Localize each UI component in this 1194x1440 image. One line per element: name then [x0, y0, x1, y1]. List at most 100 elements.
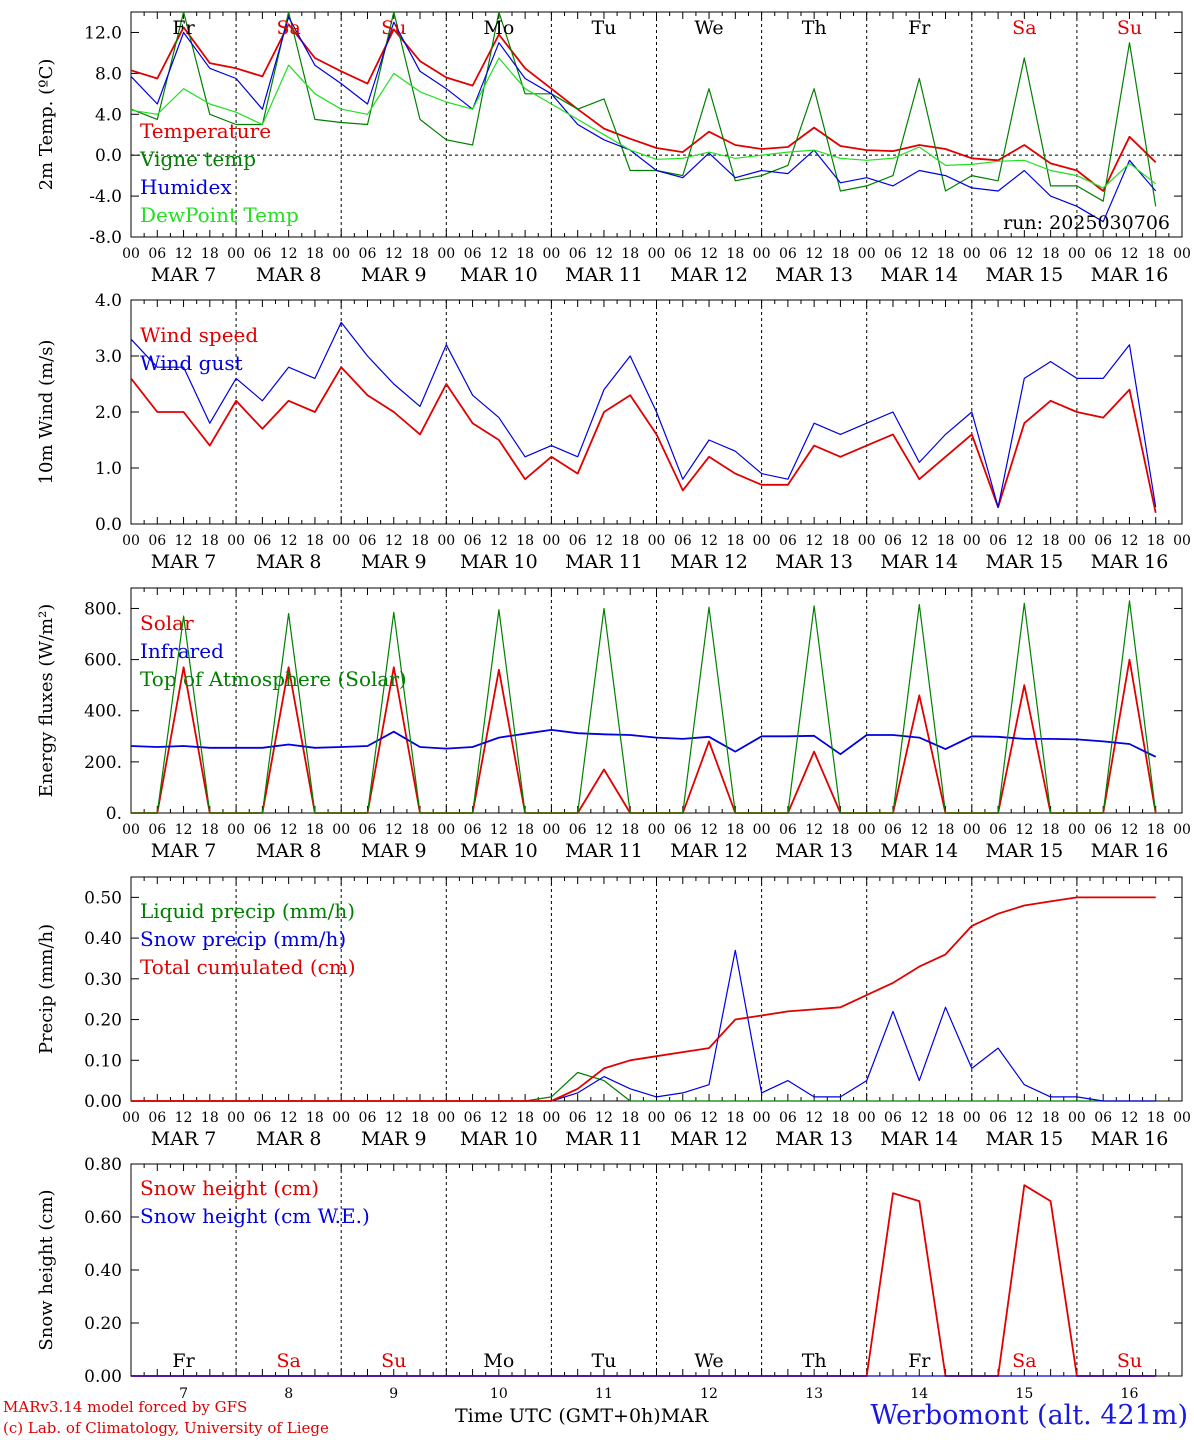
hour-label: 00 [227, 246, 245, 262]
hour-label: 12 [1121, 822, 1139, 838]
y-tick-label: 200. [84, 753, 122, 773]
day-number: 16 [1121, 1386, 1139, 1402]
month-label: MAR [660, 1405, 709, 1427]
y-tick-label: 3.0 [95, 347, 122, 367]
hour-label: 06 [989, 246, 1007, 262]
series-line-temperature [130, 23, 1157, 192]
hour-label: 18 [1147, 1110, 1165, 1126]
date-label: MAR 8 [256, 840, 322, 862]
y-tick-label: 600. [84, 651, 122, 671]
hour-label: 00 [1068, 1110, 1086, 1126]
y-tick-label: 0.10 [84, 1051, 122, 1071]
date-label: MAR 14 [880, 264, 958, 286]
y-tick-label: 12.0 [84, 23, 122, 43]
date-label: MAR 16 [1091, 551, 1169, 573]
run-annotation: run: 2025030706 [1003, 212, 1170, 234]
hour-label: 12 [175, 533, 193, 549]
weekday-label: Sa [1012, 17, 1036, 39]
hour-label: 06 [359, 1110, 377, 1126]
hour-label: 12 [1121, 533, 1139, 549]
hour-label: 06 [148, 533, 166, 549]
legend-entry: Snow height (cm W.E.) [140, 1204, 370, 1228]
date-label: MAR 15 [985, 264, 1063, 286]
hour-label: 06 [569, 822, 587, 838]
date-label: MAR 11 [565, 840, 643, 862]
hour-label: 18 [726, 822, 744, 838]
hour-label: 06 [464, 533, 482, 549]
hour-label: 12 [175, 1110, 193, 1126]
hour-label: 18 [201, 533, 219, 549]
hour-label: 00 [542, 246, 560, 262]
hour-label: 06 [464, 1110, 482, 1126]
hour-label: 18 [621, 533, 639, 549]
hour-label: 12 [910, 533, 928, 549]
hour-label: 06 [674, 822, 692, 838]
hour-label: 00 [542, 533, 560, 549]
y-tick-label: 0.20 [84, 1314, 122, 1334]
hour-label: 12 [595, 822, 613, 838]
hour-label: 00 [122, 246, 140, 262]
hour-label: 18 [411, 533, 429, 549]
hour-label: 12 [280, 533, 298, 549]
hour-label: 12 [595, 533, 613, 549]
hour-label: 00 [332, 246, 350, 262]
hour-label: 00 [648, 822, 666, 838]
hour-label: 12 [385, 1110, 403, 1126]
hour-label: 12 [490, 246, 508, 262]
day-number: 15 [1015, 1386, 1033, 1402]
hour-label: 06 [569, 1110, 587, 1126]
y-tick-label: 800. [84, 599, 122, 619]
x-axis-title: Time UTC (GMT+0h)MAR [455, 1405, 708, 1427]
hour-label: 06 [148, 1110, 166, 1126]
hour-label: 00 [437, 533, 455, 549]
hour-label: 00 [858, 1110, 876, 1126]
hour-label: 00 [332, 533, 350, 549]
hour-label: 06 [884, 1110, 902, 1126]
hour-label: 00 [122, 533, 140, 549]
hour-label: 00 [648, 246, 666, 262]
date-label: MAR 9 [361, 840, 427, 862]
y-tick-label: -8.0 [89, 228, 122, 248]
hour-label: 12 [280, 1110, 298, 1126]
hour-label: 12 [595, 246, 613, 262]
hour-label: 00 [963, 246, 981, 262]
date-label: MAR 12 [670, 551, 748, 573]
date-label: MAR 7 [151, 1128, 217, 1150]
model-credit: MARv3.14 model forced by GFS [3, 1398, 248, 1416]
hour-label: 12 [385, 533, 403, 549]
y-tick-label: -4.0 [89, 187, 122, 207]
weekday-label: Fr [172, 17, 195, 39]
hour-label: 06 [359, 246, 377, 262]
date-label: MAR 8 [256, 551, 322, 573]
weekday-label: Sa [1012, 1350, 1036, 1372]
legend-entry: Temperature [140, 119, 271, 143]
hour-label: 06 [779, 533, 797, 549]
weekday-label: Fr [908, 17, 931, 39]
hour-label: 00 [1173, 246, 1191, 262]
date-label: MAR 15 [985, 1128, 1063, 1150]
hour-label: 06 [1094, 246, 1112, 262]
hour-label: 18 [726, 533, 744, 549]
hour-label: 06 [989, 533, 1007, 549]
date-label: MAR 16 [1091, 264, 1169, 286]
hour-label: 18 [516, 1110, 534, 1126]
hour-label: 00 [858, 246, 876, 262]
date-label: MAR 8 [256, 1128, 322, 1150]
y-tick-label: 0. [106, 804, 122, 824]
weekday-label: Th [802, 1350, 827, 1372]
hour-label: 00 [227, 822, 245, 838]
hour-label: 12 [280, 822, 298, 838]
date-label: MAR 9 [361, 1128, 427, 1150]
copyright-credit: (c) Lab. of Climatology, University of L… [3, 1419, 329, 1437]
day-number: 7 [179, 1386, 188, 1402]
hour-label: 12 [595, 1110, 613, 1126]
hour-label: 12 [1015, 822, 1033, 838]
hour-label: 12 [910, 246, 928, 262]
series-line-top-of-atmosphere-solar- [131, 600, 1157, 814]
y-tick-label: 0.80 [84, 1155, 122, 1175]
hour-label: 18 [306, 533, 324, 549]
hour-label: 06 [884, 533, 902, 549]
hour-label: 06 [884, 246, 902, 262]
y-tick-label: 0.00 [84, 1092, 122, 1112]
weekday-label: Tu [591, 17, 616, 39]
